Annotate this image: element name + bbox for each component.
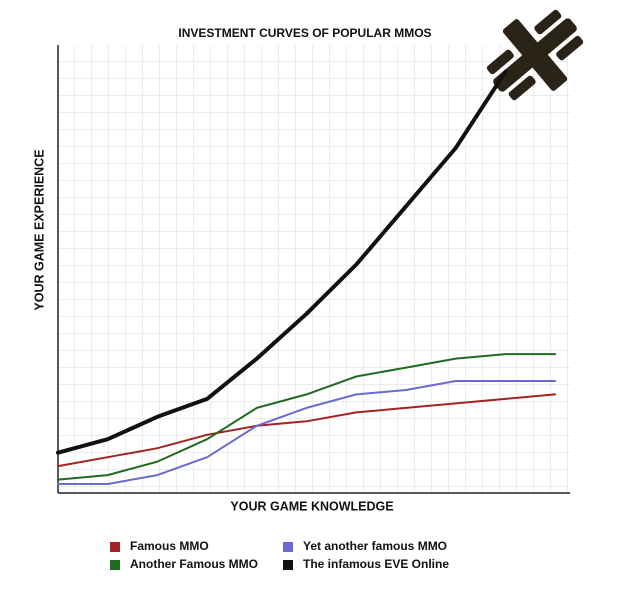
legend-label: The infamous EVE Online bbox=[303, 557, 449, 571]
spaceship-decoration bbox=[486, 9, 584, 101]
grid-background bbox=[58, 45, 570, 493]
legend-swatch bbox=[283, 560, 293, 570]
legend-swatch bbox=[283, 542, 293, 552]
legend-label: Famous MMO bbox=[130, 539, 209, 553]
series-line bbox=[56, 69, 508, 455]
x-axis-label: YOUR GAME KNOWLEDGE bbox=[230, 499, 393, 513]
series-line bbox=[57, 380, 557, 485]
y-axis-label: YOUR GAME EXPERIENCE bbox=[32, 149, 46, 310]
legend-label: Yet another famous MMO bbox=[303, 539, 447, 553]
legend-swatch bbox=[110, 560, 120, 570]
chart-title: INVESTMENT CURVES OF POPULAR MMOS bbox=[178, 26, 431, 40]
series-line bbox=[57, 353, 557, 481]
series-line bbox=[57, 393, 557, 468]
legend-swatch bbox=[110, 542, 120, 552]
legend-label: Another Famous MMO bbox=[130, 557, 258, 571]
